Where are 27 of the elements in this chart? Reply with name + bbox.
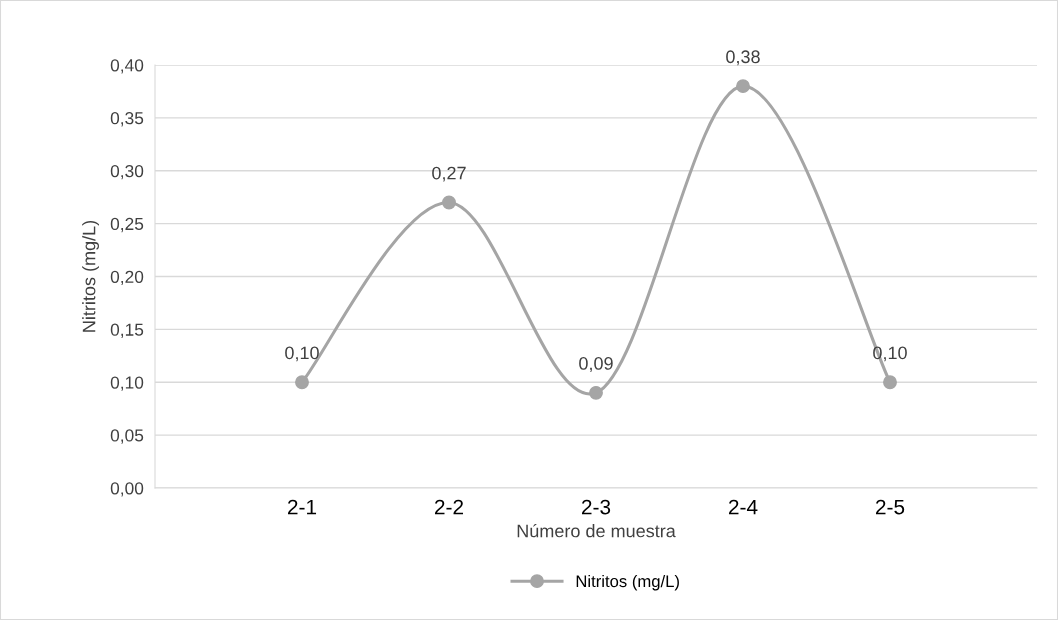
data-label: 0,10 [285, 346, 319, 362]
x-tick-label: 2-2 [434, 499, 464, 515]
y-tick-label: 0,15 [110, 323, 144, 338]
x-tick-label: 2-5 [875, 499, 905, 515]
y-tick-label: 0,25 [110, 217, 144, 233]
point [736, 79, 750, 94]
y-tick-label: 0,20 [110, 270, 144, 286]
x-tick-label: 2-1 [287, 499, 317, 515]
data-label: 0,09 [579, 357, 613, 372]
x-tick-label: 2-3 [581, 499, 611, 515]
point [442, 195, 456, 210]
point [295, 375, 309, 390]
y-tick-label: 0,40 [110, 59, 144, 74]
point [589, 385, 603, 400]
y-axis-title: Nitritos (mg/L) [82, 220, 99, 332]
y-tick-label: 0,30 [110, 164, 144, 180]
y-tick-label: 0,05 [110, 429, 144, 444]
x-axis-title: Número de muestra [517, 523, 676, 538]
y-tick-label: 0,00 [110, 482, 144, 497]
data-label: 0,38 [726, 50, 760, 66]
point [883, 375, 897, 390]
y-tick-label: 0,35 [110, 112, 144, 127]
x-tick-label: 2-4 [728, 499, 758, 515]
y-tick-label: 0,10 [110, 376, 144, 391]
data-label: 0,10 [873, 346, 907, 362]
legend-label: Nitritos (mg/L) [576, 574, 679, 591]
data-label: 0,27 [432, 166, 466, 182]
